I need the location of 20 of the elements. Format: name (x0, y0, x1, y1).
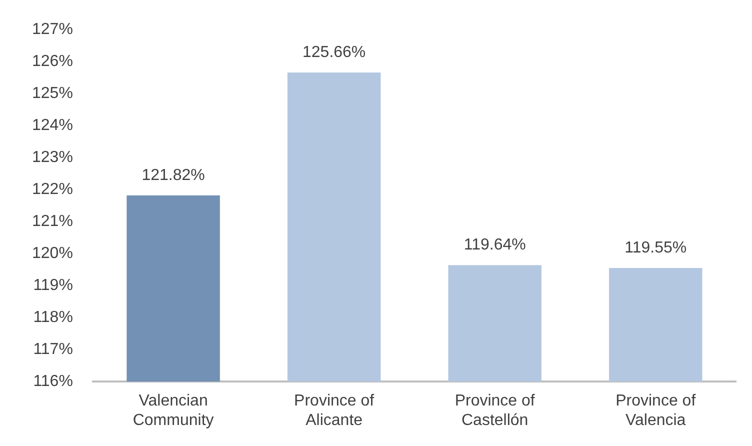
y-tick-label: 126% (32, 53, 73, 70)
y-tick-label: 125% (32, 85, 73, 102)
y-tick-label: 120% (32, 245, 73, 262)
y-tick-label: 121% (32, 213, 73, 230)
data-label: 121.82% (142, 166, 205, 184)
data-label: 119.55% (624, 239, 687, 256)
x-tick-label: Province of Valencia (616, 392, 696, 429)
y-tick-label: 119% (33, 277, 73, 294)
y-tick-label: 122% (32, 181, 73, 198)
y-tick-label: 117% (33, 341, 73, 358)
y-tick-label: 118% (33, 309, 73, 326)
x-tick-label: Valencian Community (132, 392, 214, 429)
y-tick-label: 127% (32, 21, 73, 38)
y-tick-label: 124% (32, 117, 73, 134)
data-label: 125.66% (302, 44, 366, 61)
data-label: 119.64% (464, 236, 526, 254)
y-tick-label: 116% (33, 373, 73, 390)
x-tick-label: Province of Castellón (454, 392, 536, 429)
y-tick-label: 123% (32, 149, 73, 166)
x-tick-label: Province of Alicante (294, 392, 375, 429)
